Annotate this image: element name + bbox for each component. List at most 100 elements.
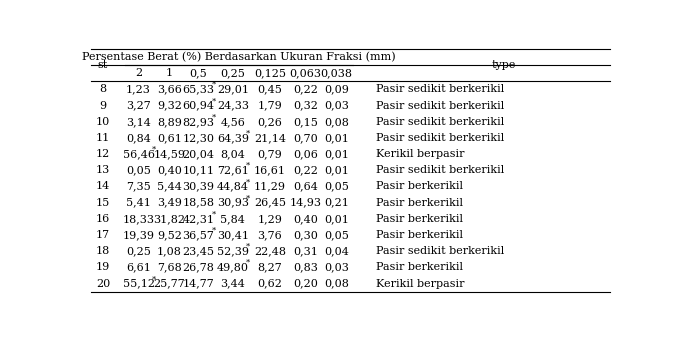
Text: *: *: [246, 162, 250, 170]
Text: 3,49: 3,49: [157, 198, 182, 208]
Text: 42,31: 42,31: [183, 214, 214, 224]
Text: 0,26: 0,26: [258, 117, 282, 127]
Text: 0,08: 0,08: [324, 278, 349, 289]
Text: 3,76: 3,76: [258, 230, 282, 240]
Text: 6,61: 6,61: [126, 262, 151, 272]
Text: 0,038: 0,038: [320, 68, 352, 78]
Text: 0,08: 0,08: [324, 117, 349, 127]
Text: 17: 17: [96, 230, 110, 240]
Text: 8,27: 8,27: [258, 262, 282, 272]
Text: 7,68: 7,68: [157, 262, 182, 272]
Text: 14,59: 14,59: [153, 149, 185, 159]
Text: 0,01: 0,01: [324, 165, 349, 175]
Text: 44,84: 44,84: [217, 182, 249, 192]
Text: 8,89: 8,89: [157, 117, 182, 127]
Text: 3,14: 3,14: [126, 117, 151, 127]
Text: 0,83: 0,83: [293, 262, 318, 272]
Text: 0,20: 0,20: [293, 278, 318, 289]
Text: 18,58: 18,58: [183, 198, 214, 208]
Text: 30,93: 30,93: [217, 198, 249, 208]
Text: 0,45: 0,45: [258, 84, 282, 94]
Text: 14,93: 14,93: [289, 198, 321, 208]
Text: *: *: [211, 97, 216, 105]
Text: Pasir sedikit berkerikil: Pasir sedikit berkerikil: [376, 133, 504, 143]
Text: 4,56: 4,56: [220, 117, 246, 127]
Text: 8: 8: [99, 84, 107, 94]
Text: 0,25: 0,25: [126, 246, 151, 256]
Text: 8,04: 8,04: [220, 149, 246, 159]
Text: 16,61: 16,61: [254, 165, 286, 175]
Text: 0,32: 0,32: [293, 101, 318, 110]
Text: 1,79: 1,79: [258, 101, 282, 110]
Text: 64,39: 64,39: [217, 133, 249, 143]
Text: 0,09: 0,09: [324, 84, 349, 94]
Text: 5,44: 5,44: [157, 182, 182, 192]
Text: 20,04: 20,04: [183, 149, 214, 159]
Text: 1,23: 1,23: [126, 84, 151, 94]
Text: *: *: [152, 275, 156, 283]
Text: 7,35: 7,35: [126, 182, 151, 192]
Text: 14: 14: [96, 182, 110, 192]
Text: 19,39: 19,39: [122, 230, 155, 240]
Text: 12: 12: [96, 149, 110, 159]
Text: 0,64: 0,64: [293, 182, 318, 192]
Text: 0,01: 0,01: [324, 214, 349, 224]
Text: 0,03: 0,03: [324, 262, 349, 272]
Text: 0,62: 0,62: [258, 278, 282, 289]
Text: Persentase Berat (%) Berdasarkan Ukuran Fraksi (mm): Persentase Berat (%) Berdasarkan Ukuran …: [82, 52, 396, 62]
Text: 13: 13: [96, 165, 110, 175]
Text: 12,30: 12,30: [183, 133, 214, 143]
Text: *: *: [246, 259, 250, 267]
Text: 0,30: 0,30: [293, 230, 318, 240]
Text: 24,33: 24,33: [217, 101, 249, 110]
Text: 55,12: 55,12: [122, 278, 155, 289]
Text: 25,77: 25,77: [153, 278, 185, 289]
Text: *: *: [246, 243, 250, 251]
Text: 0,22: 0,22: [293, 165, 318, 175]
Text: 5,41: 5,41: [126, 198, 151, 208]
Text: 22,48: 22,48: [254, 246, 286, 256]
Text: Kerikil berpasir: Kerikil berpasir: [376, 149, 464, 159]
Text: 0,04: 0,04: [324, 246, 349, 256]
Text: 82,93: 82,93: [183, 117, 214, 127]
Text: Pasir berkerikil: Pasir berkerikil: [376, 182, 463, 192]
Text: 0,5: 0,5: [189, 68, 207, 78]
Text: *: *: [246, 130, 250, 137]
Text: 3,27: 3,27: [126, 101, 151, 110]
Text: 18: 18: [96, 246, 110, 256]
Text: 1: 1: [166, 68, 173, 78]
Text: Pasir sedikit berkerikil: Pasir sedikit berkerikil: [376, 84, 504, 94]
Text: 0,22: 0,22: [293, 84, 318, 94]
Text: *: *: [152, 146, 156, 154]
Text: 30,39: 30,39: [183, 182, 214, 192]
Text: 5,84: 5,84: [220, 214, 246, 224]
Text: 0,05: 0,05: [126, 165, 151, 175]
Text: *: *: [211, 227, 216, 235]
Text: 0,01: 0,01: [324, 149, 349, 159]
Text: 52,39: 52,39: [217, 246, 249, 256]
Text: Pasir berkerikil: Pasir berkerikil: [376, 198, 463, 208]
Text: 0,40: 0,40: [157, 165, 182, 175]
Text: *: *: [211, 81, 216, 89]
Text: *: *: [211, 210, 216, 219]
Text: 0,01: 0,01: [324, 133, 349, 143]
Text: *: *: [246, 178, 250, 186]
Text: Pasir berkerikil: Pasir berkerikil: [376, 230, 463, 240]
Text: *: *: [211, 114, 216, 121]
Text: 9,52: 9,52: [157, 230, 182, 240]
Text: 3,44: 3,44: [220, 278, 246, 289]
Text: 29,01: 29,01: [217, 84, 249, 94]
Text: 15: 15: [96, 198, 110, 208]
Text: 10,11: 10,11: [183, 165, 214, 175]
Text: 14,77: 14,77: [183, 278, 214, 289]
Text: 0,05: 0,05: [324, 182, 349, 192]
Text: 26,78: 26,78: [183, 262, 214, 272]
Text: 0,05: 0,05: [324, 230, 349, 240]
Text: 0,70: 0,70: [293, 133, 318, 143]
Text: 1,08: 1,08: [157, 246, 182, 256]
Text: 18,33: 18,33: [122, 214, 155, 224]
Text: 0,79: 0,79: [258, 149, 282, 159]
Text: 2: 2: [135, 68, 142, 78]
Text: 0,03: 0,03: [324, 101, 349, 110]
Text: 0,40: 0,40: [293, 214, 318, 224]
